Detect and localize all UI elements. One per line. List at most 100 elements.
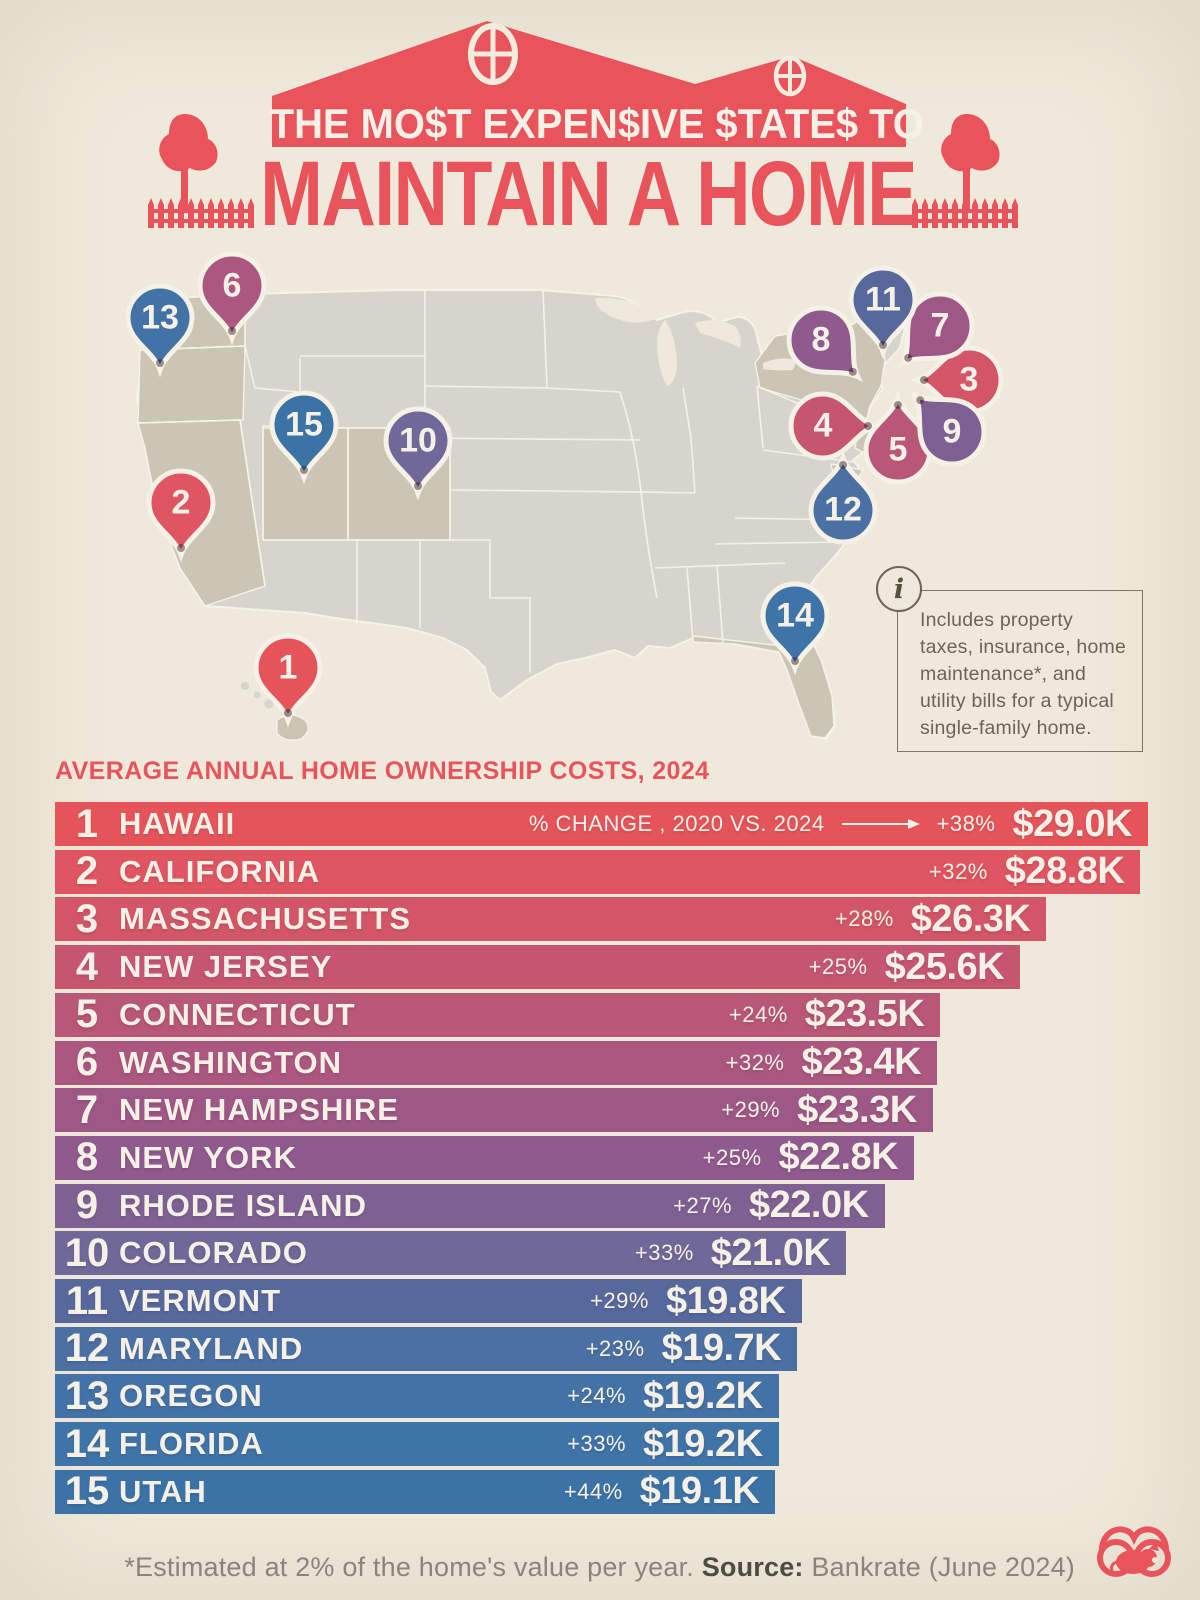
bar-rank: 5 — [75, 992, 99, 1037]
bar-change-label: +38% — [936, 811, 996, 836]
pin-number: 9 — [942, 412, 962, 451]
bar-change-label: +27% — [673, 1192, 733, 1218]
map-pin-icon — [253, 633, 323, 728]
map-pin-10: 10 — [368, 398, 468, 501]
title-line1: THE MO$T EXPEN$IVE $TATE$ TO — [269, 100, 924, 147]
pin-number: 7 — [930, 306, 950, 345]
map-pin-12: 12 — [793, 450, 893, 567]
bar-change-label: +29% — [590, 1288, 649, 1313]
pin-number: 10 — [399, 421, 437, 460]
bar-row: 12 MARYLAND +23% $19.7K — [55, 1326, 798, 1371]
bar-state-label: CALIFORNIA — [119, 853, 321, 889]
bar-rank: 4 — [75, 944, 99, 989]
map-pin-2: 2 — [131, 460, 231, 563]
bar-state-label: VERMONT — [119, 1283, 281, 1318]
bar-row: 4 NEW JERSEY +25% $25.6K — [55, 944, 1021, 990]
tree-icon — [159, 114, 218, 210]
bar-change-label: +25% — [702, 1144, 762, 1170]
source-value: Bankrate (June 2024) — [803, 1552, 1075, 1582]
bar-rank: 13 — [64, 1373, 110, 1418]
bar-value-label: $28.8K — [1004, 850, 1125, 893]
map-pin-icon — [197, 251, 267, 346]
bar-value-label: $23.4K — [801, 1041, 922, 1083]
arrow-right-icon — [841, 819, 920, 829]
bar-value-label: $19.8K — [665, 1279, 786, 1322]
bar-value-label: $29.0K — [1012, 802, 1132, 845]
bar-rank: 3 — [75, 896, 99, 941]
bar-change-label: +24% — [567, 1383, 627, 1409]
page-title: MAINTAIN A HOME — [260, 143, 917, 245]
bar-value-label: $26.3K — [910, 897, 1031, 940]
pin-number: 1 — [278, 648, 298, 687]
map-pin-icon — [760, 581, 830, 676]
source-label: Source: — [701, 1552, 804, 1582]
map-pin-14: 14 — [745, 573, 845, 676]
bar-value-label: $21.0K — [710, 1231, 831, 1274]
bar-change-label: +44% — [563, 1478, 623, 1504]
bar-rank: 12 — [64, 1326, 110, 1371]
pin-number: 6 — [222, 266, 242, 305]
bar-rank: 1 — [75, 801, 99, 846]
bar-state-label: CONNECTICUT — [119, 996, 356, 1032]
map-pin-icon — [786, 305, 864, 383]
pin-number: 4 — [813, 406, 833, 445]
tree-icon — [941, 114, 1000, 210]
bar-change-label: +33% — [567, 1431, 627, 1457]
bar-row: 10 COLORADO +33% $21.0K — [55, 1231, 847, 1276]
bar-state-label: HAWAII — [119, 806, 236, 841]
map-pin-8: 8 — [771, 297, 871, 397]
bar-change-label: +28% — [834, 906, 894, 932]
map-pin-11: 11 — [833, 257, 933, 360]
bar-change-label: +24% — [728, 1001, 788, 1027]
map-pin-1: 1 — [238, 625, 338, 728]
map-pin-icon — [848, 265, 918, 360]
bar-state-label: NEW YORK — [119, 1139, 297, 1175]
bar-change-label: +25% — [808, 954, 868, 980]
pin-number: 14 — [776, 596, 814, 635]
picket-fence-icon — [912, 198, 1018, 228]
bar-value-label: $25.6K — [884, 945, 1005, 988]
piggy-bank-logo — [1097, 1526, 1171, 1577]
bar-change-label: +32% — [928, 858, 988, 884]
bar-value-label: $19.2K — [643, 1374, 763, 1417]
pin-number: 8 — [811, 320, 831, 359]
bar-rank: 2 — [75, 849, 99, 894]
bar-value-label: $19.7K — [661, 1327, 782, 1370]
info-icon: i — [876, 566, 922, 612]
footnote-text: *Estimated at 2% of the home's value per… — [124, 1552, 702, 1582]
section-title: AVERAGE ANNUAL HOME OWNERSHIP COSTS, 202… — [55, 757, 710, 785]
bar-row: 5 CONNECTICUT +24% $23.5K — [55, 992, 941, 1037]
bar-change-label: +23% — [585, 1335, 645, 1361]
map-pin-15: 15 — [254, 382, 354, 485]
pin-number: 3 — [959, 360, 979, 399]
pin-number: 2 — [171, 483, 191, 522]
footnote: *Estimated at 2% of the home's value per… — [124, 1552, 1075, 1583]
bar-row: 9 RHODE ISLAND +27% $22.0K — [55, 1183, 885, 1228]
bar-row: 13 OREGON +24% $19.2K — [55, 1373, 779, 1419]
map-pin-icon — [269, 390, 339, 485]
info-text: Includes property taxes, insurance, home… — [920, 609, 1127, 739]
bar-state-label: MASSACHUSETTS — [119, 901, 412, 937]
map-pin-4: 4 — [773, 383, 883, 483]
bar-rank: 11 — [65, 1278, 109, 1323]
bar-row: 14 FLORIDA +33% $19.2K — [55, 1422, 779, 1467]
bar-state-label: COLORADO — [119, 1235, 308, 1271]
pin-number: 15 — [285, 405, 323, 444]
bar-change-label: +29% — [721, 1097, 781, 1123]
bar-row: 8 NEW YORK +25% $22.8K — [55, 1135, 915, 1180]
bar-value-label: $22.0K — [749, 1184, 869, 1227]
bar-row: 3 MASSACHUSETTS +28% $26.3K — [55, 896, 1047, 942]
bar-row: 2 CALIFORNIA +32% $28.8K — [55, 849, 1141, 894]
map-pin-13: 13 — [110, 275, 210, 378]
bar-value-label: $19.1K — [639, 1470, 760, 1513]
bar-state-label: MARYLAND — [119, 1330, 304, 1366]
map-pin-icon — [788, 391, 883, 461]
bar-value-label: $19.2K — [643, 1422, 763, 1465]
info-box: Includes property taxes, insurance, home… — [897, 590, 1143, 752]
bar-value-label: $23.3K — [797, 1088, 917, 1131]
bar-rank: 6 — [75, 1040, 99, 1084]
bar-row: 6 WASHINGTON +32% $23.4K — [55, 1040, 938, 1085]
bar-rank: 7 — [75, 1087, 99, 1132]
bar-state-label: NEW JERSEY — [119, 949, 333, 985]
pin-number: 5 — [888, 430, 908, 469]
